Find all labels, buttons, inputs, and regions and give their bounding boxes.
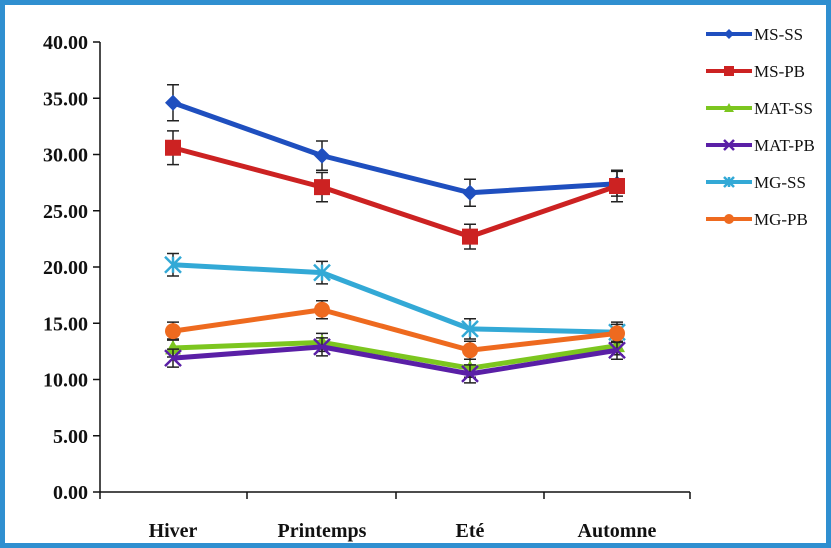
- series-line: [172, 145, 618, 240]
- cross-marker: [723, 139, 735, 151]
- square-marker: [462, 228, 478, 245]
- circle-marker: [724, 214, 734, 224]
- x-tick-label: Eté: [456, 520, 485, 542]
- legend-item-mg-pb: MG-PB: [706, 210, 808, 229]
- star-marker: [461, 319, 479, 338]
- diamond-marker: [314, 147, 330, 164]
- x-tick-label: Automne: [578, 520, 657, 542]
- circle-marker: [609, 325, 625, 342]
- cross-marker: [608, 341, 626, 360]
- legend-label: MS-PB: [754, 62, 805, 81]
- y-tick-label: 0.00: [53, 482, 88, 504]
- legend-label: MS-SS: [754, 25, 803, 44]
- legend-item-ms-ss: MS-SS: [706, 25, 803, 44]
- square-marker: [724, 66, 734, 76]
- circle-marker: [314, 301, 330, 318]
- diamond-marker: [724, 29, 734, 39]
- y-tick-label: 30.00: [43, 145, 88, 167]
- series-mg-pb: [165, 300, 625, 360]
- legend-label: MAT-PB: [754, 136, 815, 155]
- series-line: [172, 100, 618, 196]
- series-mat-pb: [164, 337, 626, 384]
- square-marker: [165, 139, 181, 156]
- y-tick-label: 10.00: [43, 370, 88, 392]
- y-tick-label: 20.00: [43, 257, 88, 279]
- cross-marker: [313, 337, 331, 356]
- series-ms-pb: [165, 130, 625, 250]
- square-marker: [314, 179, 330, 196]
- triangle-marker: [724, 103, 734, 112]
- legend-item-mat-pb: MAT-PB: [706, 136, 815, 155]
- series-line: [172, 262, 618, 335]
- legend-item-mg-ss: MG-SS: [706, 173, 806, 192]
- y-tick-label: 35.00: [43, 88, 88, 110]
- series-ms-ss: [165, 84, 625, 207]
- y-tick-label: 40.00: [43, 32, 88, 54]
- series-line: [172, 307, 618, 353]
- series-line: [172, 339, 618, 371]
- star-marker: [164, 255, 182, 274]
- cross-marker: [164, 349, 182, 368]
- x-tick-label: Printemps: [278, 520, 367, 542]
- cross-marker: [461, 364, 479, 383]
- circle-marker: [462, 342, 478, 359]
- star-marker: [723, 176, 735, 188]
- diamond-marker: [165, 94, 181, 111]
- diamond-marker: [462, 184, 478, 201]
- triangle-marker: [165, 340, 181, 355]
- legend-label: MG-PB: [754, 210, 808, 229]
- series-line: [172, 344, 618, 377]
- y-tick-label: 5.00: [53, 426, 88, 448]
- legend-item-ms-pb: MS-PB: [706, 62, 805, 81]
- y-tick-label: 15.00: [43, 313, 88, 335]
- legend-label: MG-SS: [754, 173, 806, 192]
- y-tick-label: 25.00: [43, 201, 88, 223]
- legend-item-mat-ss: MAT-SS: [706, 99, 813, 118]
- circle-marker: [165, 323, 181, 340]
- star-marker: [313, 263, 331, 282]
- x-tick-label: Hiver: [149, 520, 198, 542]
- square-marker: [609, 178, 625, 194]
- legend-label: MAT-SS: [754, 99, 813, 118]
